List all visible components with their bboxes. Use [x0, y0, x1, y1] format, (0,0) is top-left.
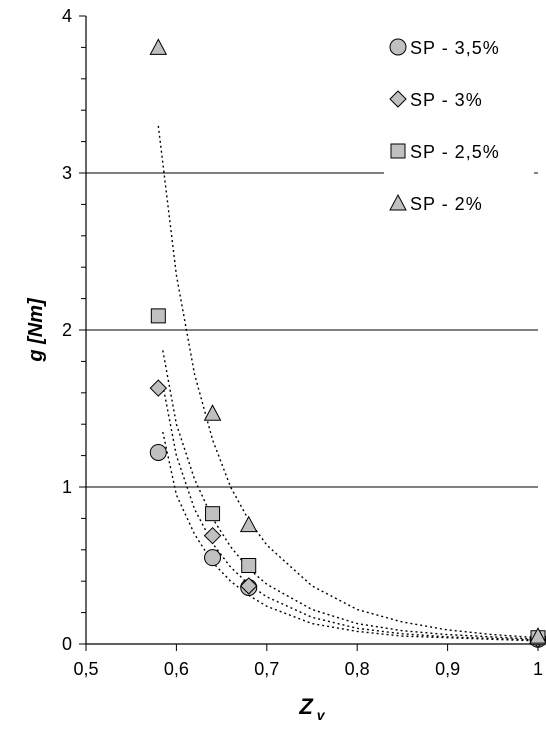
trend-lines	[157, 125, 539, 642]
x-axis-subscript: v	[313, 707, 326, 723]
legend-label: SP - 2,5%	[410, 142, 500, 162]
axes	[79, 15, 539, 651]
trend-line	[157, 125, 539, 639]
data-point-triangle	[203, 404, 222, 421]
legend: SP - 3,5% SP - 3% SP - 2,5% SP - 2%	[384, 24, 534, 220]
trend-line	[162, 384, 539, 641]
data-points	[149, 38, 546, 648]
y-tick-label: 2	[62, 320, 72, 340]
data-point-circle	[149, 443, 167, 461]
data-point-square	[150, 308, 166, 324]
trend-line	[162, 350, 539, 640]
legend-marker-circle	[389, 38, 407, 56]
y-tick-label: 1	[62, 477, 72, 497]
data-point-diamond	[203, 526, 222, 545]
legend-marker-square	[390, 143, 406, 159]
data-point-triangle	[239, 515, 258, 533]
x-tick-label: 1	[533, 659, 543, 679]
legend-box	[384, 24, 534, 220]
legend-label: SP - 3%	[410, 90, 483, 110]
gridlines	[86, 172, 538, 488]
y-tick-label: 4	[62, 6, 72, 26]
legend-marker-diamond	[389, 90, 407, 108]
data-point-circle	[204, 549, 222, 567]
legend-label: SP - 2%	[410, 194, 483, 214]
y-tick-label: 0	[62, 634, 72, 654]
trend-line	[162, 431, 539, 642]
x-tick-label: 0,9	[435, 659, 460, 679]
y-axis-title: g [Nm]	[25, 297, 47, 363]
data-point-square	[241, 558, 257, 573]
x-tick-label: 0,7	[254, 659, 279, 679]
data-point-square	[205, 506, 221, 522]
axis-titles: Z v g [Nm]	[25, 297, 326, 723]
x-tick-label: 0,8	[345, 659, 370, 679]
data-point-triangle	[529, 627, 546, 644]
tick-labels: 0 1 2 3 4 0,5 0,6 0,7 0,8 0,9 1	[62, 6, 543, 679]
data-point-triangle	[149, 38, 168, 55]
legend-label: SP - 3,5%	[410, 38, 500, 58]
data-point-diamond	[240, 577, 258, 595]
x-tick-label: 0,5	[73, 659, 98, 679]
x-tick-label: 0,6	[164, 659, 189, 679]
x-axis-title: Z v	[298, 694, 325, 723]
data-point-diamond	[149, 379, 168, 397]
legend-marker-triangle	[389, 193, 407, 211]
y-tick-label: 3	[62, 163, 72, 183]
